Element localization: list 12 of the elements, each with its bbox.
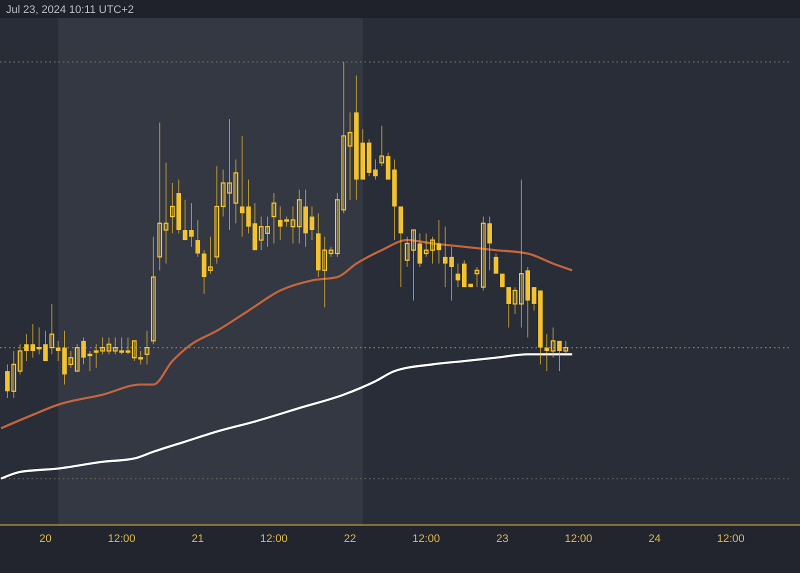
x-tick-label: 12:00 bbox=[717, 533, 745, 545]
x-tick-label: 22 bbox=[344, 533, 356, 545]
x-tick-label: 23 bbox=[496, 533, 508, 545]
x-tick-label: 20 bbox=[39, 533, 52, 545]
candlestick bbox=[500, 273, 505, 288]
x-tick-label: 12:00 bbox=[108, 533, 136, 545]
x-tick-label: 21 bbox=[192, 533, 204, 545]
x-tick-label: 24 bbox=[648, 533, 661, 545]
x-tick-label: 12:00 bbox=[564, 533, 592, 545]
x-tick-label: 12:00 bbox=[260, 533, 288, 545]
x-tick-label: 12:00 bbox=[412, 533, 440, 545]
text: Jul 23, 2024 10:11 UTC+2 bbox=[6, 4, 134, 16]
